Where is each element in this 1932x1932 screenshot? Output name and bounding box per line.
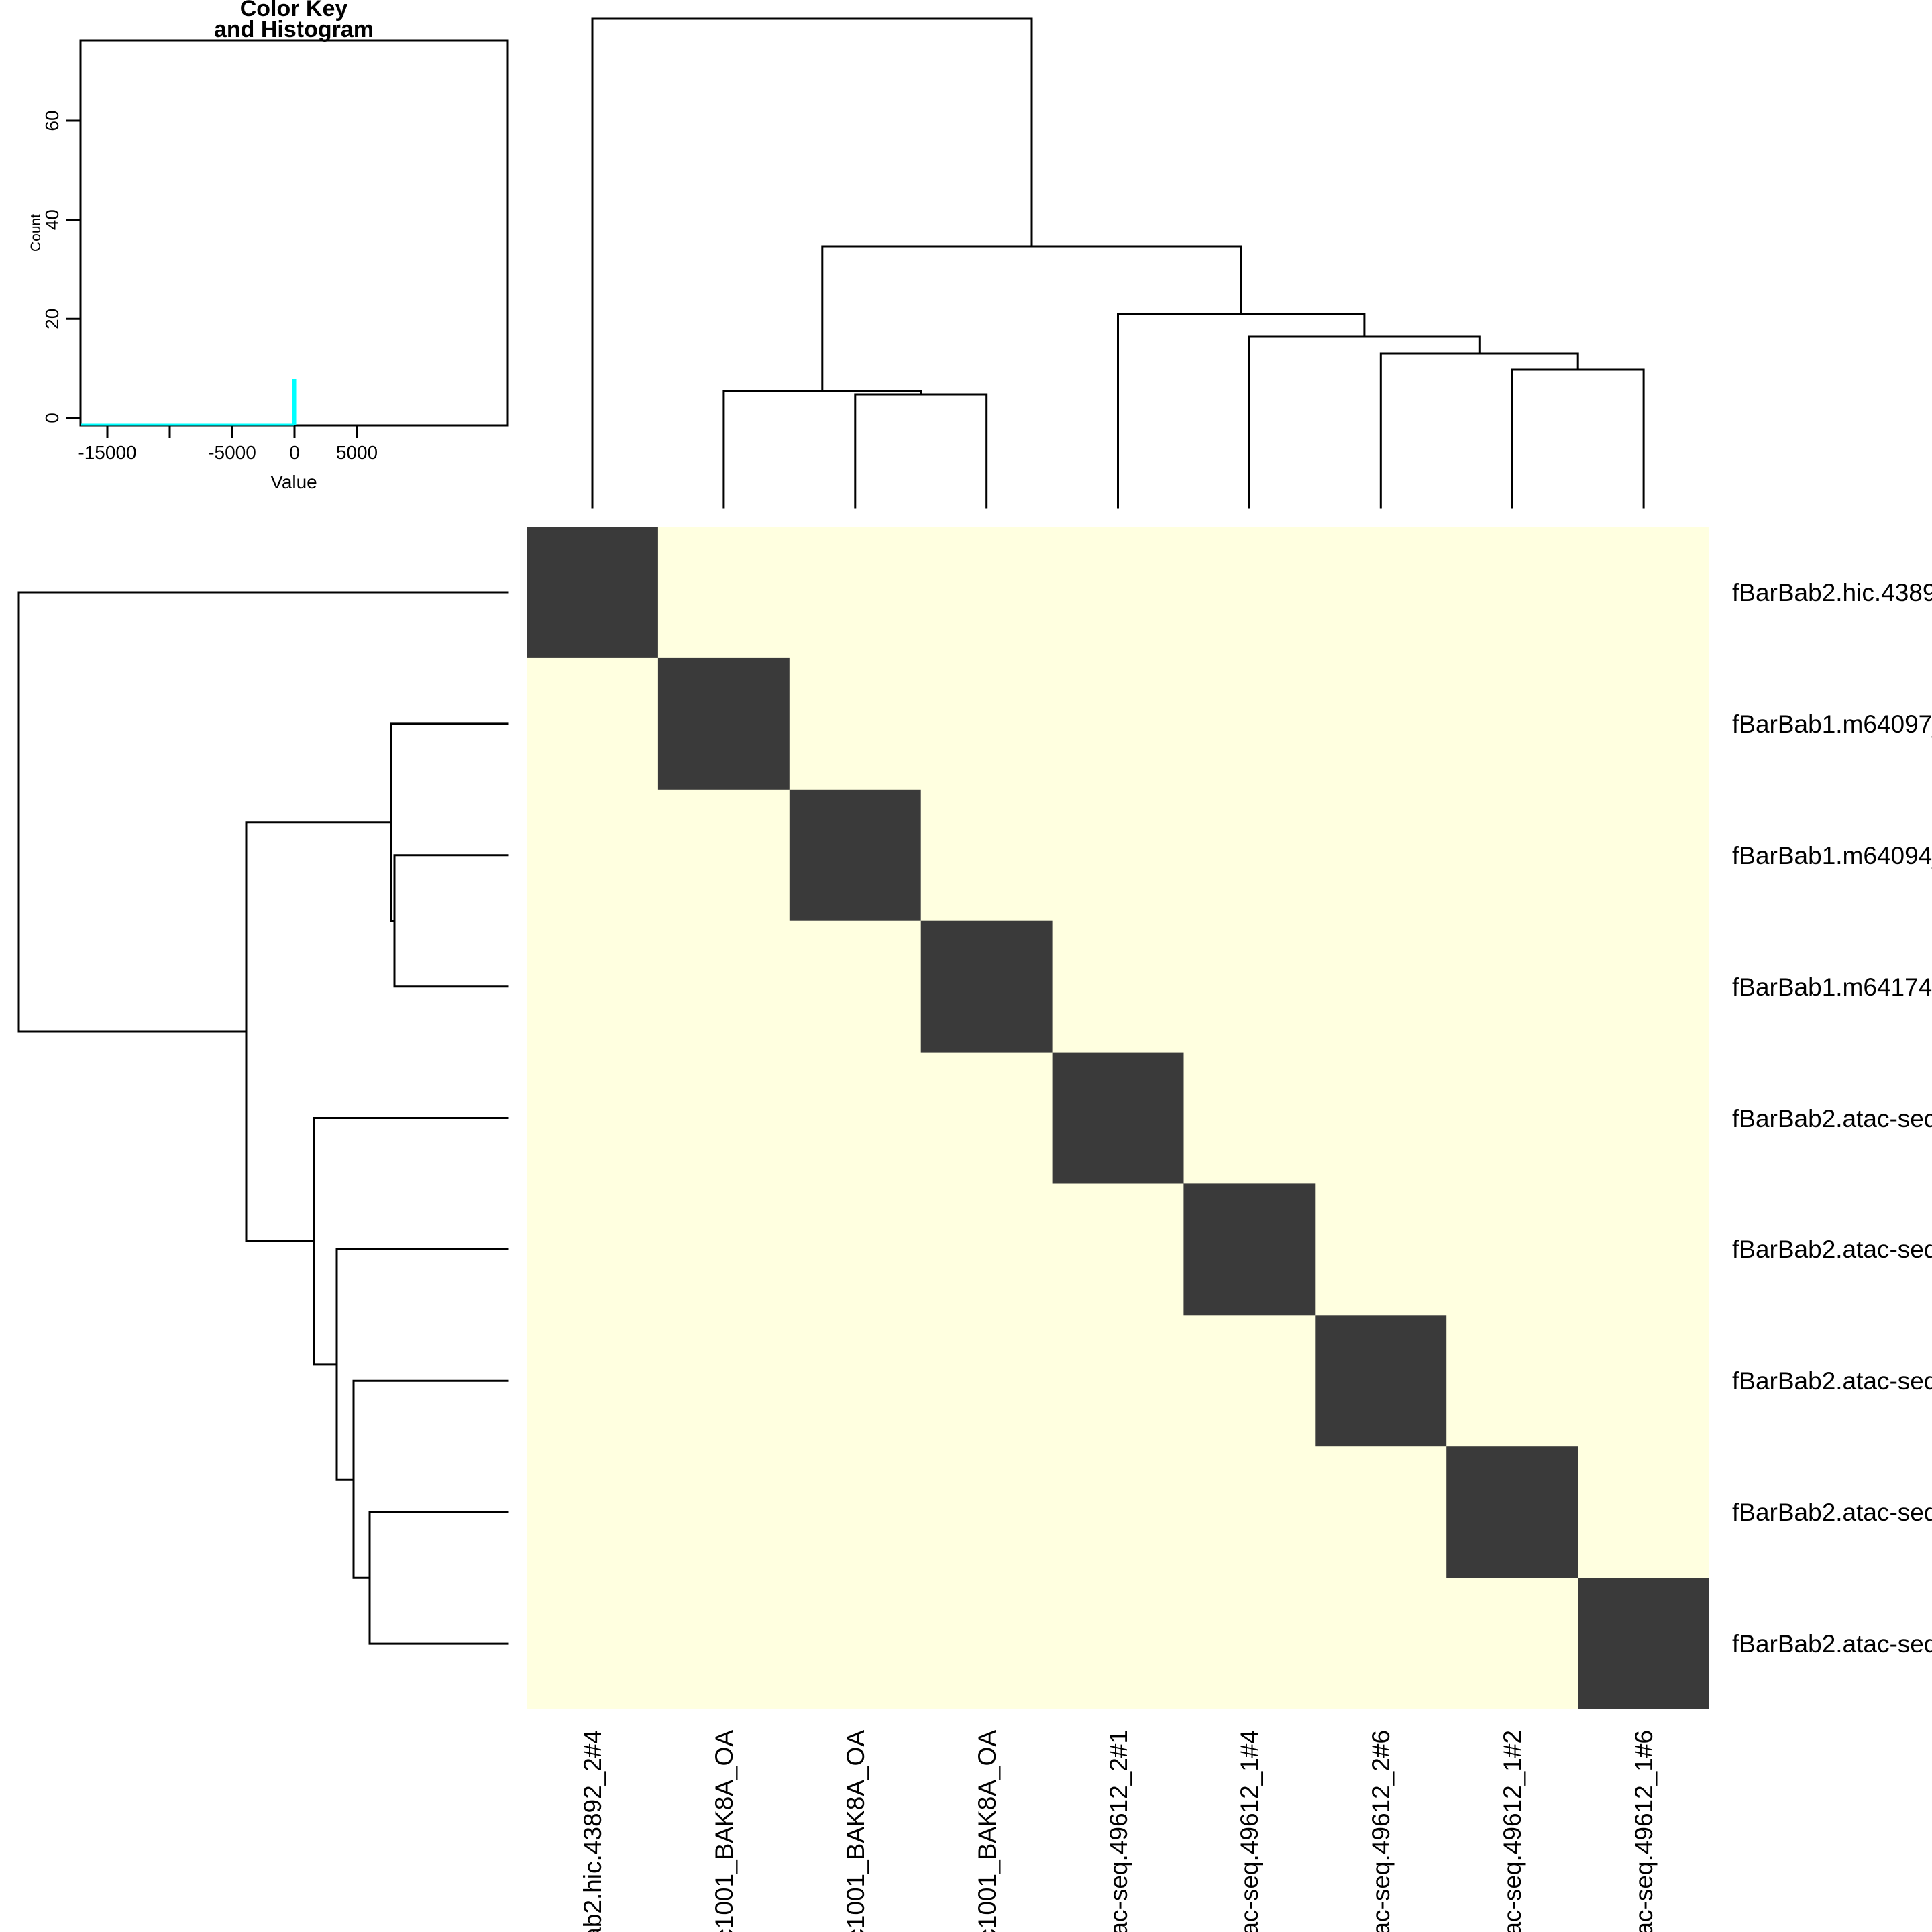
svg-text:-15000: -15000 [78, 442, 136, 463]
svg-text:Count: Count [28, 214, 44, 252]
svg-text:fBarBab1.m64097_210309_143218.: fBarBab1.m64097_210309_143218.ccs.bc1001… [710, 1730, 738, 1932]
svg-text:5000: 5000 [336, 442, 378, 463]
svg-text:fBarBab2.atac-seq.49612_2#1: fBarBab2.atac-seq.49612_2#1 [1105, 1730, 1132, 1932]
svg-text:fBarBab2.atac-seq.49612_2#1: fBarBab2.atac-seq.49612_2#1 [1732, 1105, 1932, 1132]
svg-text:fBarBab1.m64174e_210315_085652: fBarBab1.m64174e_210315_085652.ccs.bc100… [1732, 973, 1932, 1001]
svg-text:fBarBab2.atac-seq.49612_1#6: fBarBab2.atac-seq.49612_1#6 [1732, 1630, 1932, 1658]
svg-text:Value: Value [270, 472, 317, 492]
svg-text:fBarBab1.m64174e_210315_085652: fBarBab1.m64174e_210315_085652.ccs.bc100… [973, 1730, 1001, 1932]
svg-text:40: 40 [42, 209, 62, 230]
svg-text:60: 60 [42, 110, 62, 131]
svg-text:0: 0 [289, 442, 300, 463]
svg-text:fBarBab1.m64094_210311_121433.: fBarBab1.m64094_210311_121433.ccs.bc1001… [1732, 842, 1932, 869]
svg-text:fBarBab2.atac-seq.49612_2#6: fBarBab2.atac-seq.49612_2#6 [1367, 1730, 1395, 1932]
svg-text:fBarBab2.atac-seq.49612_1#2: fBarBab2.atac-seq.49612_1#2 [1499, 1730, 1526, 1932]
svg-text:20: 20 [42, 309, 62, 329]
svg-text:fBarBab1.m64097_210309_143218.: fBarBab1.m64097_210309_143218.ccs.bc1001… [1732, 710, 1932, 738]
svg-text:Color Key: Color Key [240, 0, 348, 21]
svg-text:fBarBab1.m64094_210311_121433.: fBarBab1.m64094_210311_121433.ccs.bc1001… [842, 1730, 869, 1932]
svg-text:fBarBab2.atac-seq.49612_1#6: fBarBab2.atac-seq.49612_1#6 [1630, 1730, 1658, 1932]
svg-text:fBarBab2.hic.43892_2#4: fBarBab2.hic.43892_2#4 [1732, 579, 1932, 606]
svg-text:fBarBab2.atac-seq.49612_1#4: fBarBab2.atac-seq.49612_1#4 [1732, 1236, 1932, 1263]
svg-text:fBarBab2.atac-seq.49612_1#4: fBarBab2.atac-seq.49612_1#4 [1236, 1730, 1263, 1932]
svg-text:and Histogram: and Histogram [214, 17, 374, 42]
svg-text:0: 0 [42, 413, 62, 423]
svg-text:fBarBab2.hic.43892_2#4: fBarBab2.hic.43892_2#4 [579, 1730, 606, 1932]
svg-text:-5000: -5000 [208, 442, 256, 463]
svg-text:fBarBab2.atac-seq.49612_1#2: fBarBab2.atac-seq.49612_1#2 [1732, 1499, 1932, 1526]
svg-text:fBarBab2.atac-seq.49612_2#6: fBarBab2.atac-seq.49612_2#6 [1732, 1367, 1932, 1395]
